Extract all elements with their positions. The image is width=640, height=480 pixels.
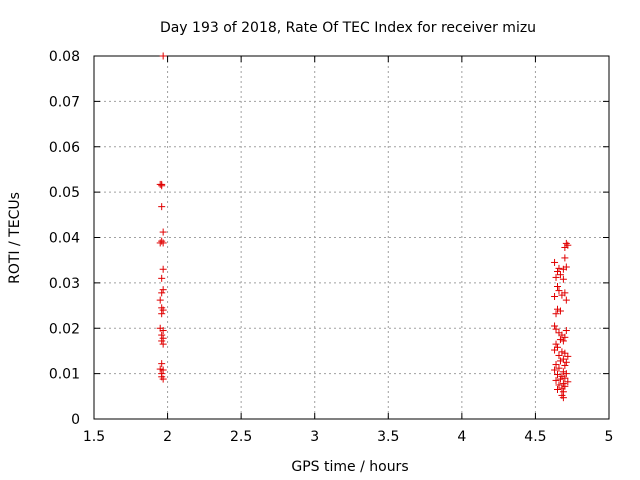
- data-point: [558, 291, 566, 299]
- grid-lines: [94, 56, 609, 419]
- data-point: [158, 289, 166, 297]
- data-point: [559, 388, 567, 396]
- chart-title: Day 193 of 2018, Rate Of TEC Index for r…: [160, 20, 536, 36]
- data-point: [158, 237, 166, 245]
- data-point: [551, 322, 559, 330]
- y-axis-title: ROTI / TECUs: [7, 192, 23, 284]
- data-point: [561, 349, 569, 357]
- data-point: [551, 258, 559, 266]
- data-point: [558, 384, 566, 392]
- data-point: [159, 366, 167, 374]
- y-tick-label: 0.07: [49, 94, 80, 110]
- data-point: [559, 394, 567, 402]
- x-tick-label: 2.5: [230, 429, 252, 445]
- data-point: [156, 365, 164, 373]
- y-tick-label: 0.03: [49, 276, 80, 292]
- data-point: [562, 239, 570, 247]
- data-point: [555, 351, 563, 359]
- data-point: [158, 182, 166, 190]
- y-tick-label: 0.05: [49, 185, 80, 201]
- data-point: [552, 310, 560, 318]
- data-point: [552, 325, 560, 333]
- data-point: [562, 296, 570, 304]
- data-point: [552, 361, 560, 369]
- data-point: [552, 340, 560, 348]
- data-point: [561, 243, 569, 251]
- data-point: [159, 239, 167, 247]
- data-point: [554, 305, 561, 313]
- data-point: [156, 296, 164, 304]
- data-point: [559, 368, 567, 376]
- data-point: [555, 287, 563, 295]
- y-tick-label: 0.04: [49, 231, 80, 247]
- data-point: [158, 360, 166, 368]
- data-point: [555, 264, 563, 272]
- data-point: [551, 346, 559, 354]
- x-tick-label: 5: [605, 429, 614, 445]
- y-tick-label: 0.02: [49, 321, 80, 337]
- data-point: [564, 378, 572, 386]
- data-point: [554, 283, 561, 291]
- data-point: [556, 336, 564, 344]
- data-point: [555, 381, 563, 389]
- data-point: [158, 274, 166, 282]
- data-point: [562, 370, 570, 378]
- data-point: [556, 271, 564, 279]
- data-point: [554, 371, 561, 379]
- data-point: [561, 374, 569, 382]
- data-point: [159, 286, 167, 294]
- y-tick-label: 0.08: [49, 49, 80, 65]
- data-point: [559, 337, 567, 345]
- data-point: [561, 333, 569, 341]
- data-point: [556, 375, 564, 383]
- data-point: [556, 357, 564, 365]
- y-tick-label: 0.06: [49, 140, 80, 156]
- axis-ticks: [93, 55, 610, 420]
- data-point: [558, 348, 566, 356]
- x-tick-label: 4: [457, 429, 466, 445]
- y-tick-label: 0.01: [49, 367, 80, 383]
- x-tick-label: 4.5: [524, 429, 546, 445]
- data-points: [156, 52, 572, 402]
- x-tick-label: 2: [163, 429, 172, 445]
- x-tick-label: 3.5: [377, 429, 399, 445]
- data-point: [159, 340, 167, 348]
- y-tick-label: 0: [71, 412, 80, 428]
- data-point: [562, 327, 570, 335]
- data-point: [554, 268, 561, 276]
- data-point: [561, 361, 569, 369]
- data-point: [551, 366, 559, 374]
- data-point: [556, 307, 564, 315]
- tick-labels: 1.5 2 2.5 3 3.5 4 4.5 5 0 0.01 0.02 0.03 0.04 0.05 0.0…: [49, 49, 614, 445]
- data-point: [159, 265, 167, 273]
- data-point: [559, 355, 567, 363]
- data-point: [159, 306, 167, 314]
- data-point: [564, 352, 572, 360]
- data-point: [159, 52, 167, 60]
- x-axis-title: GPS time / hours: [291, 459, 408, 475]
- data-point: [561, 254, 569, 262]
- data-point: [551, 292, 559, 300]
- data-point: [562, 263, 570, 271]
- data-point: [554, 386, 561, 394]
- data-point: [159, 228, 167, 236]
- data-point: [562, 358, 570, 366]
- data-point: [559, 275, 567, 283]
- data-point: [159, 327, 167, 335]
- data-point: [158, 331, 166, 339]
- x-tick-label: 1.5: [83, 429, 105, 445]
- plot-frame: [93, 55, 610, 420]
- data-point: [159, 375, 167, 383]
- data-point: [158, 310, 166, 318]
- data-point: [552, 273, 560, 281]
- data-point: [561, 382, 569, 390]
- x-tick-label: 3: [310, 429, 319, 445]
- data-point: [555, 364, 563, 372]
- data-point: [158, 203, 166, 211]
- data-point: [158, 337, 166, 345]
- data-point: [552, 376, 560, 384]
